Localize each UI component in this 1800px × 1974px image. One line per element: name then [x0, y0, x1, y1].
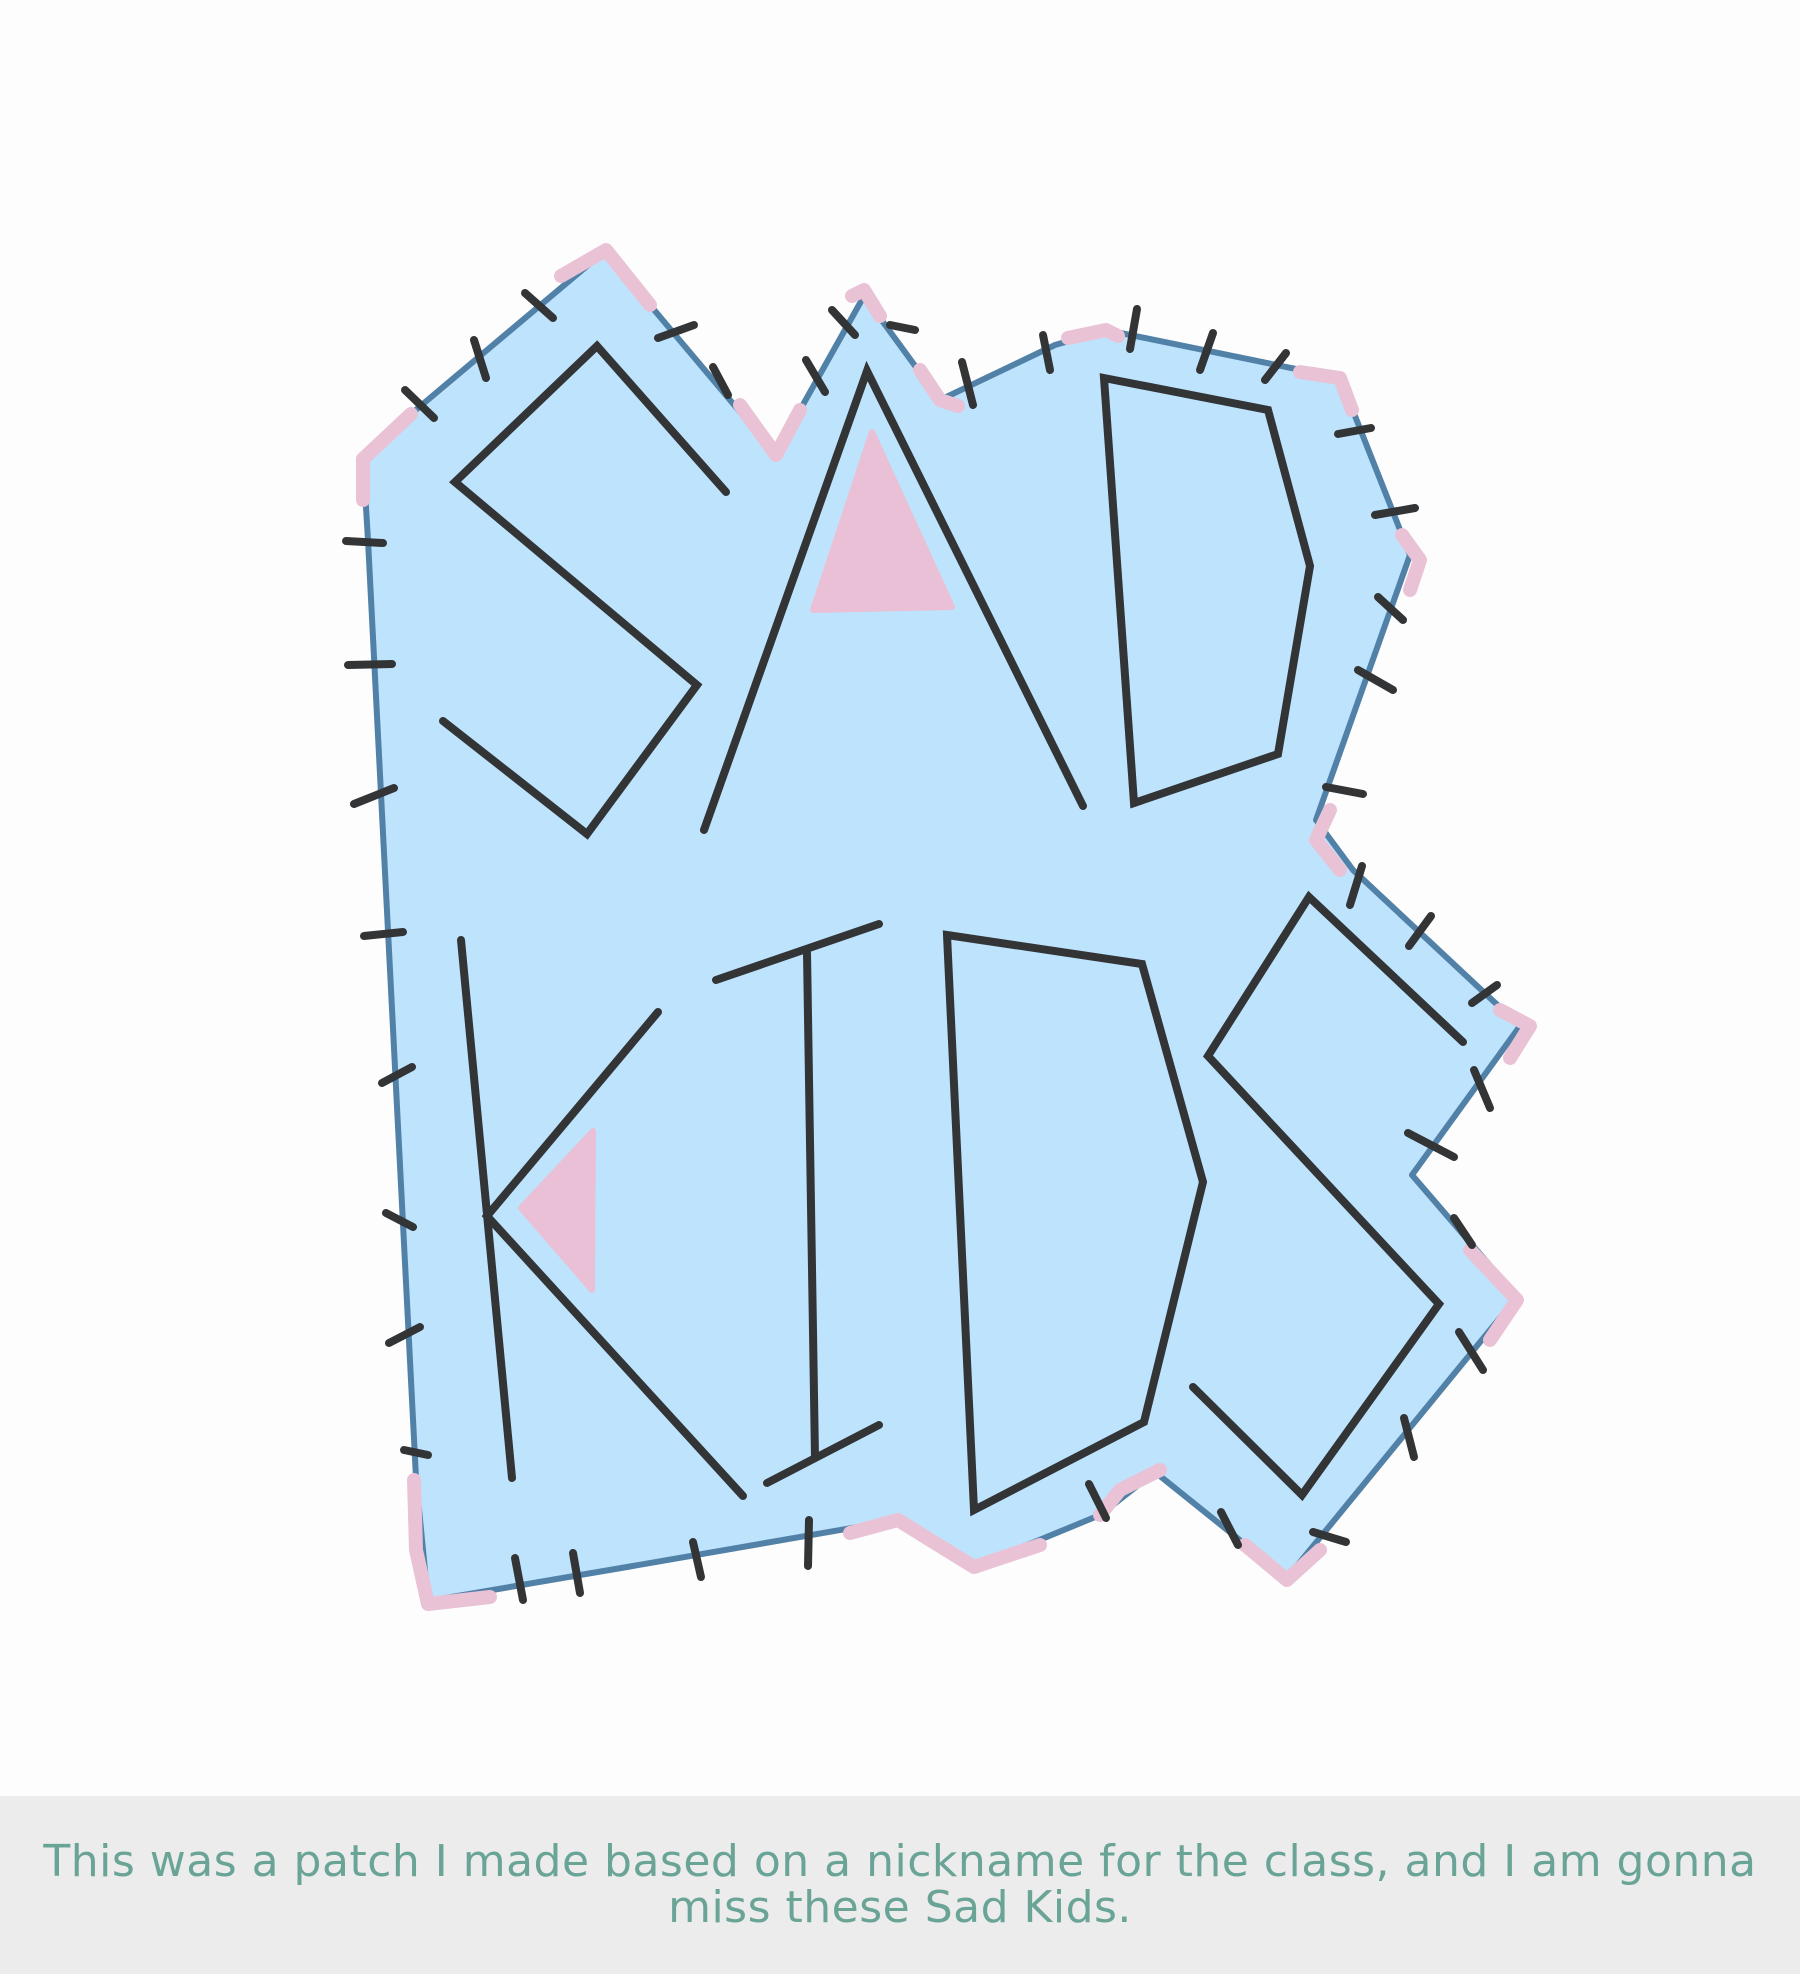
letter-k-arms — [481, 1008, 747, 1500]
letter-d-top — [1099, 373, 1315, 809]
pink-triangle-k — [518, 1128, 596, 1293]
sad-kids-patch-artwork — [342, 243, 1537, 1611]
pink-triangle-accents — [518, 429, 955, 1293]
letter-i-top-serif — [712, 920, 883, 984]
sad-kids-lettering — [439, 340, 1467, 1517]
letter-k-stem — [457, 936, 516, 1482]
letter-d-bottom — [942, 930, 1208, 1517]
patch-shape — [360, 247, 1523, 1604]
letter-a — [700, 360, 1087, 834]
patch-svg — [342, 243, 1537, 1611]
pink-stitching — [356, 243, 1537, 1611]
letter-i-stem — [803, 949, 819, 1462]
dark-tick-stitches — [342, 289, 1501, 1604]
caption-text: This was a patch I made based on a nickn… — [43, 1836, 1757, 1933]
pink-triangle-a — [810, 429, 955, 613]
caption-bar: This was a patch I made based on a nickn… — [0, 1796, 1800, 1974]
letter-s-top — [439, 340, 730, 840]
letter-i-bottom-serif — [763, 1421, 883, 1487]
letter-s-bottom — [1189, 890, 1467, 1502]
